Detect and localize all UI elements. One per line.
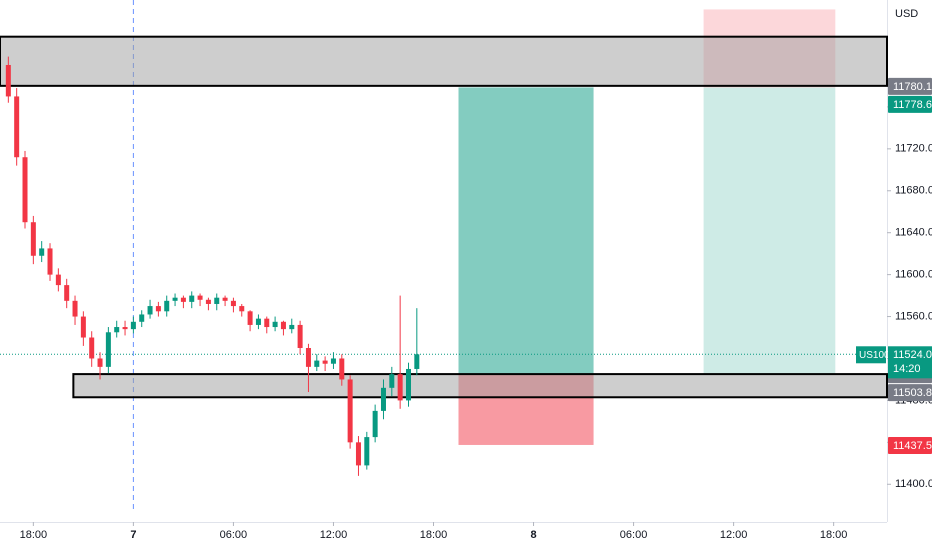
candle-body [314,360,320,367]
candle-body [180,297,186,302]
candle-body [339,358,345,380]
x-tick-label: 12:00 [720,529,748,541]
candle-body [155,306,161,312]
symbol-box [856,346,886,364]
y-tick-label: 11680.0 [895,185,932,197]
x-tick-label: 8 [530,529,536,541]
candle-body [47,248,53,275]
candle-body [147,306,153,315]
x-tick-label: 18:00 [820,529,848,541]
candle-body [255,318,261,325]
candle-body [14,96,20,158]
x-tick-label: 18:00 [420,529,448,541]
candle-body [397,374,403,401]
candle-body [55,274,61,286]
price-label: 11503.8 [893,387,932,399]
candle-body [355,442,361,466]
candle-body [239,306,245,312]
y-tick-label: 11720.0 [895,143,932,155]
y-tick-label: 11560.0 [895,310,932,322]
countdown: 14:20 [893,363,921,375]
candle-body [105,332,111,367]
zone [0,35,888,87]
candle-body [289,324,295,330]
candle-body [305,348,311,367]
price-label: 11778.6 [893,99,932,111]
candle-body [272,321,278,328]
candle-body [264,318,270,328]
candle-body [189,295,195,302]
candle-body [89,337,95,359]
candle-body [347,379,353,443]
candle-body [22,157,28,223]
candle-body [130,321,136,330]
candle-body [172,297,178,301]
x-tick-label: 7 [130,529,136,541]
candle-body [389,374,395,388]
candle-body [364,437,370,466]
candle-body [214,297,220,304]
x-tick-label: 06:00 [620,529,648,541]
zone [72,373,888,399]
price-label-box [888,436,932,454]
candle-body [197,295,203,300]
profit-zone [458,87,594,375]
price-label-box [888,95,932,113]
candle-body [405,368,411,401]
candle-body [372,410,378,438]
candle-body [280,321,286,330]
x-tick-label: 06:00 [220,529,248,541]
candle-body [139,314,145,322]
candle-body [222,297,228,301]
current-price-box [888,346,932,379]
candle-body [30,222,36,256]
candle-body [72,300,78,317]
candle-body [5,64,11,97]
profit-zone [703,87,836,375]
candle-body [205,299,211,304]
candle-body [80,316,86,338]
current-price-label: 11524.0 [893,349,932,361]
price-label: 11780.1 [893,81,932,93]
candle-body [122,327,128,330]
candle-body [380,387,386,411]
candle-body [97,358,103,367]
candle-body [322,360,328,364]
candle-body [297,324,303,348]
candle-body [164,300,170,312]
candle-body [230,300,236,307]
candle-body [247,311,253,325]
candle-body [114,327,120,333]
price-label-box [888,384,932,402]
y-tick-label: 11600.0 [895,269,932,281]
candle-body [330,358,336,364]
symbol-label: US100 [859,350,890,361]
candle-body [414,354,420,369]
x-tick-label: 12:00 [320,529,348,541]
price-label-box [888,77,932,95]
y-tick-label: 11400.0 [895,478,932,490]
price-label: 11437.5 [893,440,932,452]
candle-body [39,248,45,256]
candle-body [64,285,70,301]
currency: USD [895,8,918,20]
y-tick-label: 11640.0 [895,227,932,239]
x-tick-label: 18:00 [20,529,48,541]
